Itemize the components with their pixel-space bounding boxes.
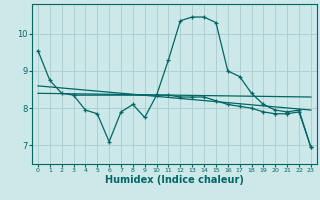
X-axis label: Humidex (Indice chaleur): Humidex (Indice chaleur) <box>105 175 244 185</box>
